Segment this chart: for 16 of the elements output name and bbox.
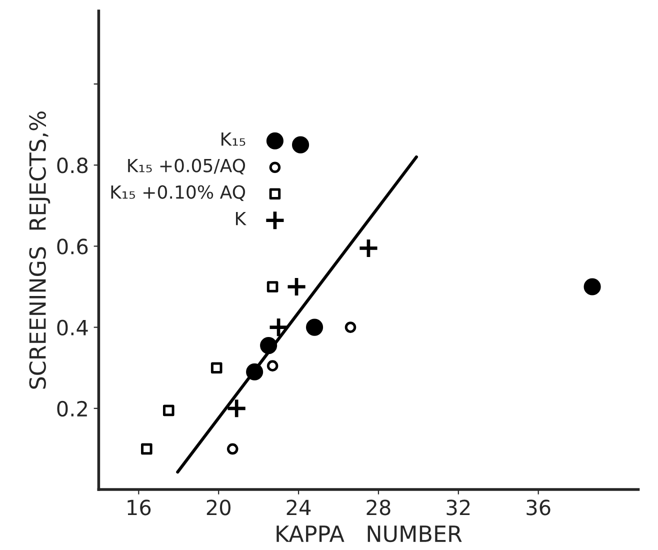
legend-label: K₁₅ (222, 132, 246, 146)
legend-label: K₁₅ +0.10% AQ (111, 185, 246, 201)
x-tick-label: 20 (206, 500, 230, 516)
y-tick-label: 0.8 (57, 158, 88, 174)
y-tick-label: 0.2 (57, 400, 87, 417)
x-tick-label: 24 (286, 500, 311, 516)
y-tick-label: 0.4 (57, 320, 88, 336)
y-axis-title: SCREENINGS REJECTS,% (29, 112, 50, 389)
x-tick-label: 28 (366, 500, 390, 516)
x-tick-label: 16 (128, 500, 151, 516)
legend-label: K (236, 212, 246, 226)
y-tick-label: 0.6 (57, 238, 88, 254)
x-tick-label: 32 (446, 500, 470, 516)
legend-label: K₁₅ +0.05/AQ (128, 158, 246, 174)
x-axis-title: KAPPA NUMBER (276, 526, 462, 542)
x-tick-label: 36 (526, 500, 550, 516)
